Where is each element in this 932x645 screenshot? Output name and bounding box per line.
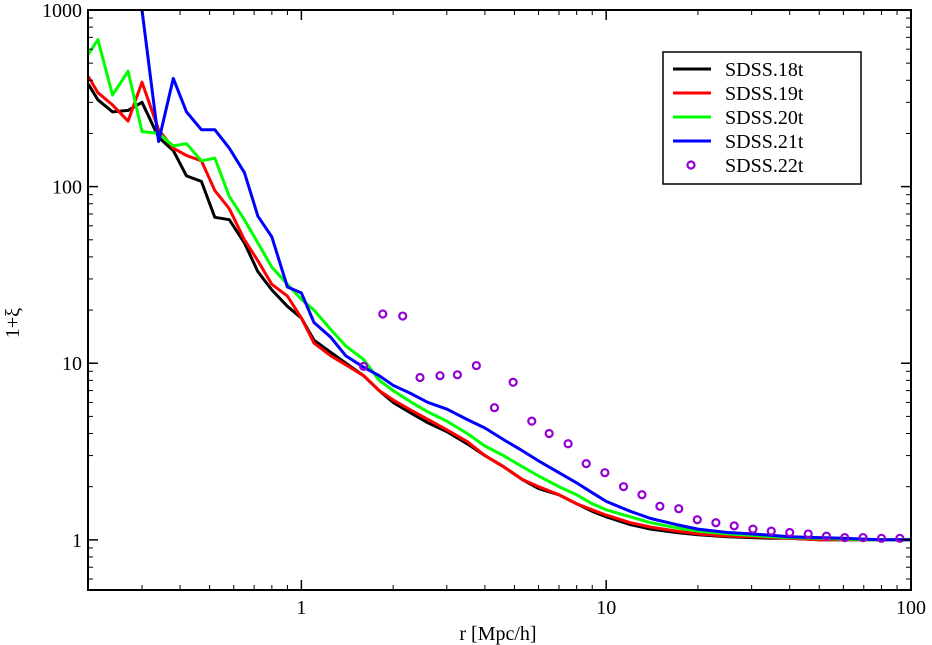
data-point-sdss-22t [600, 468, 610, 478]
legend-marker-sdss-22t [686, 160, 696, 170]
data-point-sdss-22t [711, 518, 721, 528]
y-tick-label: 1 [72, 530, 82, 552]
data-point-sdss-22t [581, 459, 591, 469]
data-point-sdss-22t [398, 311, 408, 321]
data-point-sdss-22t [858, 532, 868, 543]
y-tick-label: 100 [52, 177, 82, 199]
data-point-sdss-22t [618, 482, 629, 492]
series-layer [88, 10, 911, 543]
data-point-sdss-22t [435, 371, 445, 381]
data-point-sdss-22t [544, 428, 554, 439]
legend-label-sdss-22t: SDSS.22t [725, 155, 804, 177]
data-point-sdss-22t [803, 529, 813, 539]
x-axis-label: r [Mpc/h] [459, 623, 536, 645]
y-tick-label: 10 [62, 353, 82, 375]
series-sdss-22t [359, 309, 905, 543]
data-point-sdss-22t [452, 370, 463, 380]
plot-frame [87, 9, 912, 591]
y-axis-label: 1+ξ [2, 308, 24, 338]
data-point-sdss-22t [840, 532, 850, 543]
data-point-sdss-22t [785, 527, 795, 538]
legend-label-sdss-21t: SDSS.21t [725, 131, 804, 153]
data-point-sdss-22t [378, 309, 388, 319]
data-point-sdss-22t [895, 533, 905, 543]
data-point-sdss-22t [655, 501, 665, 511]
data-point-sdss-22t [729, 521, 739, 531]
legend-label-sdss-20t: SDSS.20t [725, 107, 804, 129]
axis-ticks: 1 10 100 1 10 100 1000 [42, 0, 926, 619]
data-point-sdss-22t [415, 372, 425, 383]
data-point-sdss-22t [766, 526, 776, 536]
data-point-sdss-22t [637, 490, 647, 500]
data-point-sdss-22t [692, 515, 702, 525]
x-tick-label: 100 [896, 597, 926, 619]
y-tick-label: 1000 [42, 0, 82, 22]
x-tick-label: 10 [596, 597, 616, 619]
x-tick-label: 1 [296, 597, 306, 619]
data-point-sdss-22t [527, 416, 537, 426]
data-point-sdss-22t [489, 403, 500, 413]
series-line-sdss-21t [140, 10, 911, 542]
data-point-sdss-22t [359, 361, 369, 371]
legend-label-sdss-19t: SDSS.19t [725, 83, 804, 105]
data-point-sdss-22t [748, 524, 758, 534]
data-point-sdss-22t [471, 360, 481, 371]
legend-label-sdss-18t: SDSS.18t [725, 59, 804, 81]
data-point-sdss-22t [508, 377, 518, 387]
data-point-sdss-22t [876, 533, 887, 543]
data-point-sdss-22t [563, 439, 573, 449]
data-point-sdss-22t [821, 531, 832, 541]
data-point-sdss-22t [674, 504, 684, 514]
